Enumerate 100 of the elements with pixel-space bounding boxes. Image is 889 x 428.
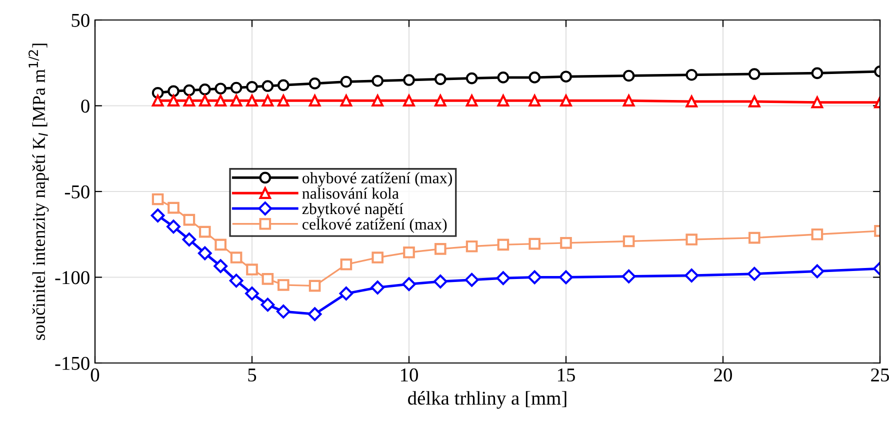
point	[559, 270, 573, 284]
point	[246, 264, 258, 276]
point	[402, 277, 416, 292]
point	[434, 243, 446, 255]
y-axis-title: součinitel intenzity napětí K$_{I}$ [MPa m$^{1/2}$]	[28, 44, 49, 340]
point	[340, 76, 352, 88]
point	[403, 74, 415, 86]
point	[166, 220, 180, 234]
point	[434, 73, 446, 86]
point	[497, 72, 510, 84]
point	[277, 279, 290, 291]
point	[339, 286, 354, 300]
point	[684, 268, 699, 282]
point	[434, 94, 446, 107]
point	[528, 270, 542, 284]
y-tick-label: 50	[72, 14, 90, 27]
point	[168, 94, 180, 107]
point	[686, 68, 698, 81]
x-axis-title: délka trhliny a [mm]	[408, 391, 566, 409]
point	[370, 280, 385, 294]
point	[276, 304, 290, 318]
point	[168, 85, 180, 98]
point	[433, 274, 448, 288]
point	[464, 272, 479, 287]
point	[183, 214, 196, 226]
point	[230, 252, 242, 264]
point	[497, 94, 510, 107]
point	[198, 94, 211, 107]
point	[198, 246, 212, 260]
point	[214, 238, 227, 251]
point	[811, 228, 824, 240]
legend-label: ohybové zatížení (max)	[302, 172, 452, 187]
point	[622, 94, 635, 107]
point	[230, 82, 242, 94]
point	[372, 252, 384, 264]
point	[308, 280, 321, 292]
point	[183, 94, 196, 107]
point	[747, 266, 762, 281]
point	[277, 94, 290, 107]
x-tick-label: 5	[248, 368, 256, 382]
x-tick-label: 20	[714, 368, 732, 382]
x-tick-label: 25	[871, 368, 889, 382]
point	[622, 269, 636, 284]
point	[748, 232, 760, 244]
point	[308, 78, 321, 90]
point	[152, 193, 164, 206]
point	[198, 84, 211, 96]
point	[246, 80, 258, 93]
point	[560, 94, 572, 107]
point	[277, 79, 290, 92]
point	[497, 238, 510, 251]
point	[466, 72, 478, 84]
point	[183, 84, 196, 96]
x-tick-label: 0	[90, 368, 100, 382]
point	[168, 202, 180, 214]
point	[308, 307, 322, 322]
point	[748, 96, 760, 108]
point	[528, 238, 541, 250]
point	[686, 96, 698, 108]
x-tick-label: 15	[558, 368, 575, 382]
point	[560, 70, 572, 82]
point	[245, 286, 259, 300]
point	[372, 94, 384, 107]
point	[260, 298, 275, 312]
legend-label: nalisování kola	[302, 188, 399, 199]
point	[229, 274, 244, 288]
point	[528, 94, 541, 107]
point	[262, 94, 274, 107]
point	[262, 273, 274, 285]
point	[466, 240, 478, 252]
point	[403, 246, 415, 258]
y-tick-label: -50	[64, 185, 90, 198]
point	[686, 234, 698, 246]
point	[262, 80, 274, 92]
point	[182, 232, 196, 246]
point	[466, 94, 478, 107]
point	[152, 94, 164, 107]
point	[372, 74, 384, 87]
point	[214, 82, 227, 95]
point	[340, 258, 352, 270]
point	[748, 68, 760, 80]
point	[150, 208, 165, 222]
point	[246, 94, 258, 107]
x-tick-label: 10	[400, 368, 418, 382]
point	[198, 226, 211, 238]
y-tick-label: 0	[81, 100, 90, 113]
point	[811, 67, 824, 80]
point	[340, 94, 352, 107]
y-tick-label: -150	[55, 356, 90, 370]
point	[308, 94, 321, 107]
point	[214, 94, 227, 107]
point	[496, 271, 510, 286]
point	[560, 237, 572, 249]
point	[528, 72, 541, 84]
legend-label: zbytkové napětí	[302, 202, 404, 218]
point	[810, 264, 824, 278]
point	[230, 94, 242, 107]
point	[811, 96, 824, 108]
point	[622, 70, 635, 82]
point	[403, 94, 415, 107]
